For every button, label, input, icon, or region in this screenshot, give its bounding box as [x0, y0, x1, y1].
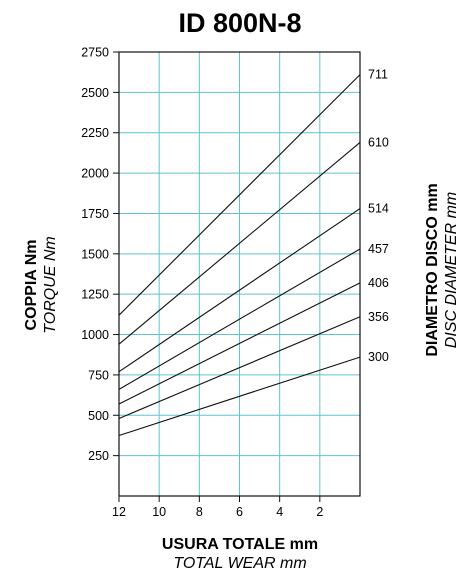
series-line — [118, 282, 361, 405]
x-tick-label: 8 — [196, 505, 203, 519]
x-tick-label: 10 — [152, 505, 166, 519]
series-line — [118, 316, 361, 420]
y-tick-label: 1000 — [81, 328, 109, 342]
x-tick-label: 6 — [236, 505, 243, 519]
series-line — [118, 74, 361, 316]
series-label: 356 — [368, 310, 389, 324]
y-tick-label: 2500 — [81, 86, 109, 100]
x-axis-label: USURA TOTALE mm — [162, 536, 318, 553]
series-label: 711 — [368, 68, 388, 82]
x-tick-label: 12 — [112, 505, 126, 519]
x-tick-label: 2 — [316, 505, 323, 519]
y-tick-label: 1500 — [81, 247, 109, 261]
y-tick-label: 2750 — [81, 46, 109, 60]
y-axis-label-en: TORQUE Nm — [42, 236, 59, 333]
series-label: 457 — [368, 242, 389, 256]
y-tick-label: 750 — [88, 368, 109, 382]
y-tick-label: 1250 — [81, 288, 109, 302]
y-tick-label: 500 — [88, 409, 109, 423]
series-label: 514 — [368, 202, 389, 216]
x-tick-label: 4 — [276, 505, 283, 519]
series-line — [118, 248, 361, 390]
series-label: 406 — [368, 276, 389, 290]
y-tick-label: 250 — [88, 449, 109, 463]
grid — [113, 51, 360, 502]
series-label: 300 — [368, 350, 389, 364]
y-axis-label: COPPIA Nm — [23, 240, 40, 331]
y-tick-label: 2250 — [81, 126, 109, 140]
series-line — [118, 141, 361, 345]
y-tick-label: 2000 — [81, 167, 109, 181]
plot-frame — [118, 51, 361, 497]
series-labels: 711 610 514 457 406 356 300 — [368, 68, 389, 365]
series-line — [118, 208, 361, 373]
series-lines — [118, 74, 361, 437]
chart-title: ID 800N-8 — [178, 8, 301, 38]
y-tick-labels: 250 500 750 1000 1250 1500 1750 2000 2250 2500 275… — [81, 46, 109, 464]
series-label: 610 — [368, 135, 389, 149]
x-tick-labels: 12 10 8 6 4 2 — [112, 505, 323, 519]
series-line — [118, 356, 361, 437]
right-axis-label: DIAMETRO DISCO mm — [424, 183, 441, 356]
right-axis-label-en: DISC DIAMETER mm — [443, 192, 460, 348]
y-tick-label: 1750 — [81, 207, 109, 221]
x-axis-label-en: TOTAL WEAR mm — [173, 555, 306, 572]
